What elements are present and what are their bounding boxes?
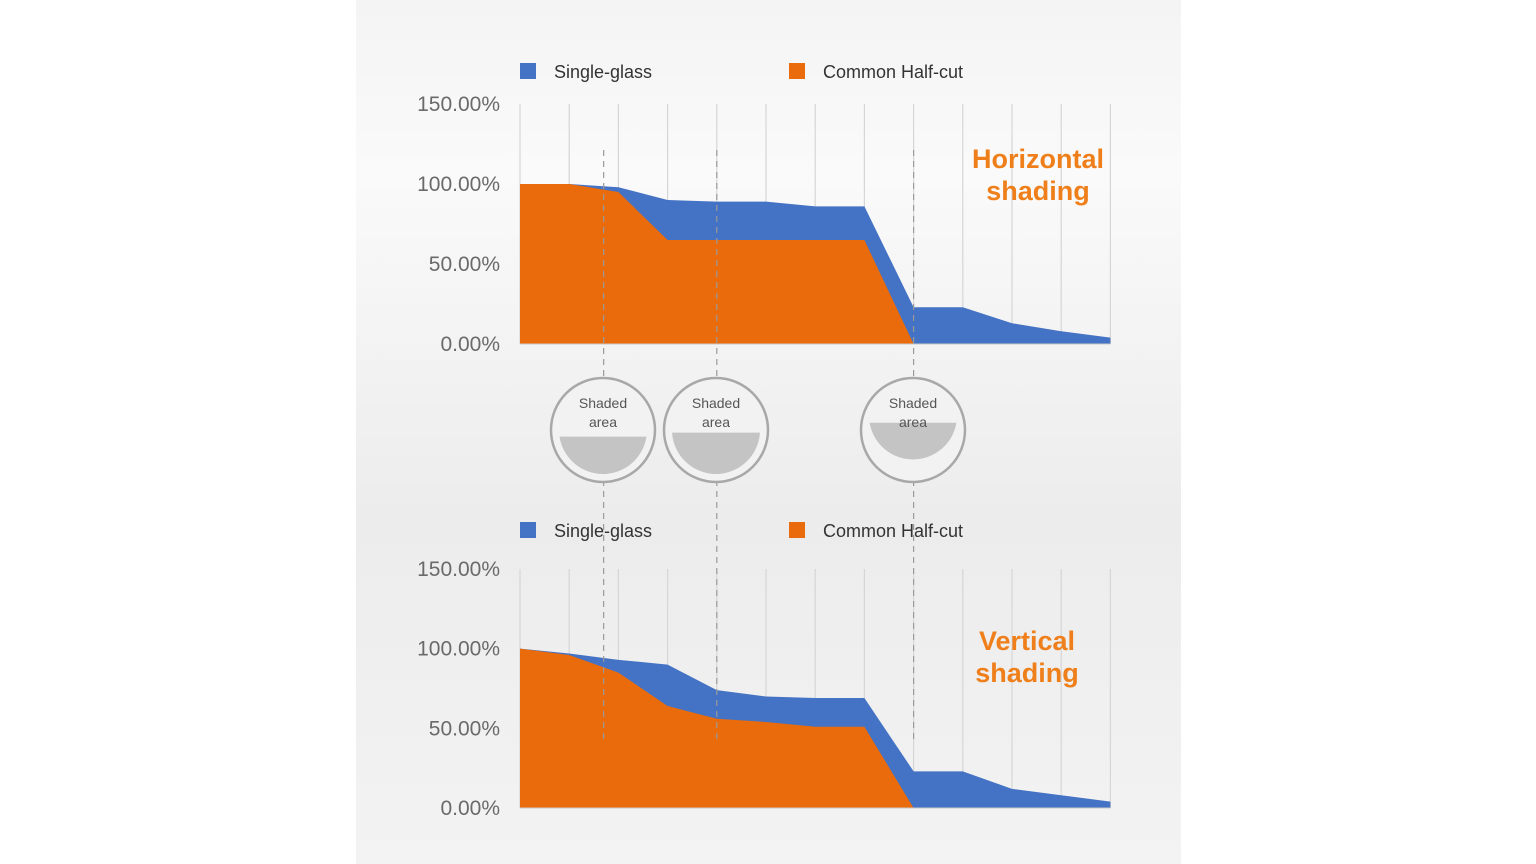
y-tick-label: 150.00% [417,93,500,116]
legend-swatch-single-glass [520,63,536,79]
legend-swatch-common-half-cut [789,63,805,79]
shading-annotation: Horizontal shading [972,144,1104,206]
shaded-area-label-line: area [702,414,730,430]
legend-label-common-half-cut: Common Half-cut [823,62,963,82]
shaded-area-label-line: Shaded [579,395,627,411]
y-tick-label: 100.00% [417,638,500,661]
shaded-area-label: Shaded area [579,395,627,430]
legend-label-single-glass: Single-glass [554,521,652,541]
shaded-area-marker: Shaded area [549,150,657,742]
shaded-area-label: Shaded area [692,395,740,430]
shaded-area-label-line: area [589,414,617,430]
shading-annotation-line: shading [986,176,1090,206]
vertical-shading-chart: 0.00% 50.00% 100.00% 150.00% Single-glass Com… [417,521,1112,820]
shading-annotation: Vertical shading [975,626,1079,688]
y-tick-label: 100.00% [417,173,500,196]
common-half-cut-area [520,184,1111,344]
shading-annotation-line: Horizontal [972,144,1104,174]
legend-swatch-common-half-cut [789,522,805,538]
shaded-region [672,432,760,474]
y-tick-label: 50.00% [429,717,500,740]
common-half-cut-area [520,648,1111,808]
shaded-area-label: Shaded area [889,395,937,430]
shaded-area-marker: Shaded area [662,150,770,742]
legend-swatch-single-glass [520,522,536,538]
y-tick-label: 0.00% [440,333,500,356]
legend-label-common-half-cut: Common Half-cut [823,521,963,541]
legend-label-single-glass: Single-glass [554,62,652,82]
y-tick-label: 0.00% [440,797,500,820]
shading-annotation-line: shading [975,658,1079,688]
y-tick-label: 150.00% [417,558,500,581]
shaded-area-label-line: Shaded [692,395,740,411]
shaded-area-label-line: area [899,414,927,430]
shaded-region [869,422,957,460]
horizontal-shading-chart: 0.00% 50.00% 100.00% 150.00% Single-glass Com… [417,62,1112,356]
shaded-region [559,436,647,475]
shaded-area-label-line: Shaded [889,395,937,411]
y-tick-label: 50.00% [429,253,500,276]
shaded-area-marker: Shaded area [859,150,967,742]
shading-annotation-line: Vertical [979,626,1075,656]
